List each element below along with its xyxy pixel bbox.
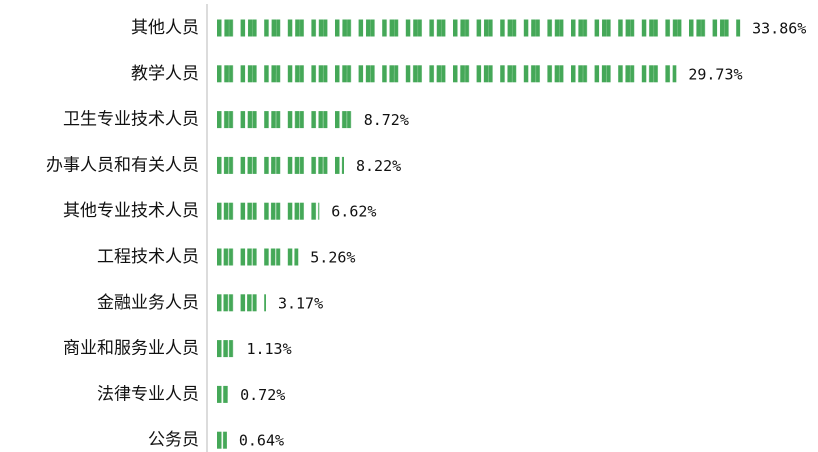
bar — [217, 65, 677, 83]
bar — [217, 431, 227, 449]
value-label: 5.26% — [310, 249, 355, 267]
bar — [217, 156, 344, 174]
bar — [217, 111, 352, 129]
value-label: 6.62% — [331, 203, 376, 221]
bar — [217, 385, 229, 403]
value-label: 1.13% — [246, 340, 291, 358]
value-label: 3.17% — [278, 294, 323, 312]
value-label: 29.73% — [688, 65, 742, 83]
bar — [217, 340, 235, 358]
bar — [217, 294, 266, 312]
value-label: 0.64% — [239, 432, 284, 450]
bar — [217, 19, 741, 37]
category-label: 其他专业技术人员 — [63, 201, 199, 221]
value-label: 33.86% — [752, 20, 806, 38]
category-label: 办事人员和有关人员 — [46, 155, 199, 175]
bar — [217, 156, 344, 174]
category-label: 工程技术人员 — [97, 247, 199, 267]
bar — [217, 65, 677, 83]
value-label: 0.72% — [240, 386, 285, 404]
bar — [217, 19, 741, 37]
category-label: 法律专业人员 — [97, 384, 199, 404]
bar — [217, 111, 352, 129]
category-label: 金融业务人员 — [97, 293, 199, 313]
bar — [217, 248, 299, 266]
bar — [217, 340, 235, 358]
category-label: 其他人员 — [131, 18, 199, 38]
bar — [217, 202, 320, 220]
bar — [217, 431, 227, 449]
bar — [217, 294, 266, 312]
category-label: 商业和服务业人员 — [63, 339, 199, 359]
category-label: 公务员 — [148, 430, 199, 450]
bar — [217, 248, 299, 266]
value-label: 8.72% — [364, 111, 409, 129]
bar — [217, 202, 320, 220]
bar — [217, 385, 229, 403]
category-label: 教学人员 — [131, 64, 199, 84]
value-label: 8.22% — [356, 157, 401, 175]
category-label: 卫生专业技术人员 — [63, 110, 199, 130]
